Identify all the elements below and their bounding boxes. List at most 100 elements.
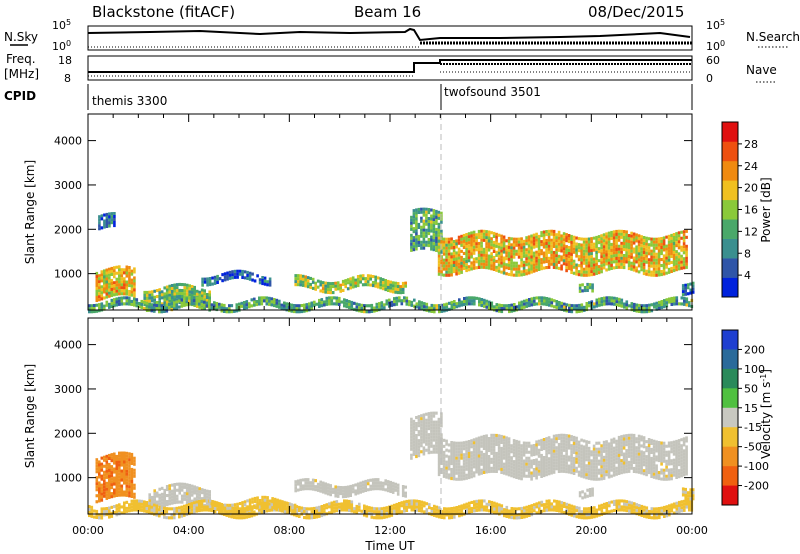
power-cell xyxy=(665,262,668,266)
velocity-cell xyxy=(260,510,264,514)
velocity-cell xyxy=(105,466,109,470)
power-cell xyxy=(170,305,174,309)
velocity-cell xyxy=(592,450,596,454)
velocity-cell xyxy=(110,477,114,481)
velocity-cell xyxy=(512,472,516,476)
velocity-cell xyxy=(430,450,433,454)
power-cell xyxy=(452,261,456,265)
velocity-cell xyxy=(128,509,131,513)
velocity-cell xyxy=(445,460,448,464)
velocity-cell xyxy=(158,502,161,506)
velocity-cell xyxy=(188,486,191,490)
velocity-cell xyxy=(173,486,176,490)
velocity-cell xyxy=(660,477,663,481)
velocity-cell xyxy=(565,461,568,465)
velocity-cell xyxy=(301,478,305,482)
velocity-cell xyxy=(110,456,114,460)
velocity-cell xyxy=(321,484,325,488)
velocity-cell xyxy=(592,474,596,478)
power-cell xyxy=(401,290,405,294)
power-cell xyxy=(251,278,254,282)
velocity-cell xyxy=(133,499,136,503)
velocity-cell xyxy=(135,499,139,503)
velocity-cell xyxy=(376,484,380,488)
power-cell xyxy=(555,233,558,237)
power-cell xyxy=(465,296,469,300)
power-cell xyxy=(485,299,489,303)
velocity-cell xyxy=(560,454,563,458)
power-cell xyxy=(260,302,264,306)
power-cell xyxy=(193,299,196,303)
power-cell xyxy=(213,278,217,282)
power-cell xyxy=(425,240,428,244)
velocity-cell xyxy=(562,466,566,470)
power-cell xyxy=(213,304,216,308)
power-cell xyxy=(642,260,646,264)
velocity-cell xyxy=(348,502,351,506)
power-cell xyxy=(635,254,638,258)
velocity-cell xyxy=(565,464,568,468)
power-cell xyxy=(440,306,444,310)
power-cell xyxy=(195,299,199,303)
power-cell xyxy=(688,304,691,308)
power-cell xyxy=(437,213,441,217)
power-cell xyxy=(530,243,533,247)
power-cell xyxy=(160,293,164,297)
power-cell xyxy=(425,234,428,238)
power-cell xyxy=(435,227,438,231)
velocity-cell xyxy=(650,459,653,463)
velocity-cell xyxy=(617,462,621,466)
power-cell xyxy=(681,290,685,294)
velocity-cell xyxy=(545,470,548,474)
velocity-cell xyxy=(448,507,451,511)
velocity-cell xyxy=(329,487,332,491)
power-cell xyxy=(675,262,678,266)
velocity-cell xyxy=(170,495,174,499)
power-cell xyxy=(380,301,384,305)
velocity-cell xyxy=(356,482,360,486)
power-cell xyxy=(118,277,121,281)
power-cell xyxy=(512,252,516,256)
nsearch-tick-top: 105 xyxy=(706,18,725,32)
velocity-cell xyxy=(340,508,344,512)
power-cell xyxy=(677,237,681,241)
velocity-cell xyxy=(195,495,199,499)
power-cell xyxy=(450,258,453,262)
velocity-cell xyxy=(268,508,271,512)
power-cell xyxy=(653,302,656,306)
power-cell xyxy=(432,227,436,231)
velocity-cell xyxy=(602,440,606,444)
power-cell xyxy=(389,283,392,287)
power-cell xyxy=(691,290,695,294)
velocity-cell xyxy=(415,502,419,506)
power-cell xyxy=(525,239,528,243)
power-cell xyxy=(620,235,623,239)
velocity-cell xyxy=(470,442,473,446)
velocity-cell xyxy=(90,514,94,518)
power-cell xyxy=(672,254,676,258)
velocity-cell xyxy=(542,468,546,472)
power-cell xyxy=(612,245,616,249)
power-cell xyxy=(341,279,345,283)
power-cell xyxy=(110,281,114,285)
velocity-cell xyxy=(452,468,456,472)
velocity-cell xyxy=(542,474,546,478)
velocity-cell xyxy=(555,467,558,471)
power-cell xyxy=(691,284,695,288)
power-cell xyxy=(660,243,663,247)
power-cell xyxy=(490,267,493,271)
velocity-cell xyxy=(545,458,548,462)
velocity-cell xyxy=(577,449,581,453)
power-cell xyxy=(570,261,573,265)
velocity-cell xyxy=(645,461,648,465)
power-cell xyxy=(358,309,361,313)
velocity-cell xyxy=(675,451,678,455)
velocity-cell xyxy=(575,445,578,449)
power-cell xyxy=(507,266,511,270)
velocity-cell xyxy=(123,490,126,494)
power-cell xyxy=(517,240,521,244)
power-cell xyxy=(600,252,603,256)
power-cell xyxy=(118,280,121,284)
power-cell xyxy=(686,292,690,296)
power-cell xyxy=(543,296,546,300)
